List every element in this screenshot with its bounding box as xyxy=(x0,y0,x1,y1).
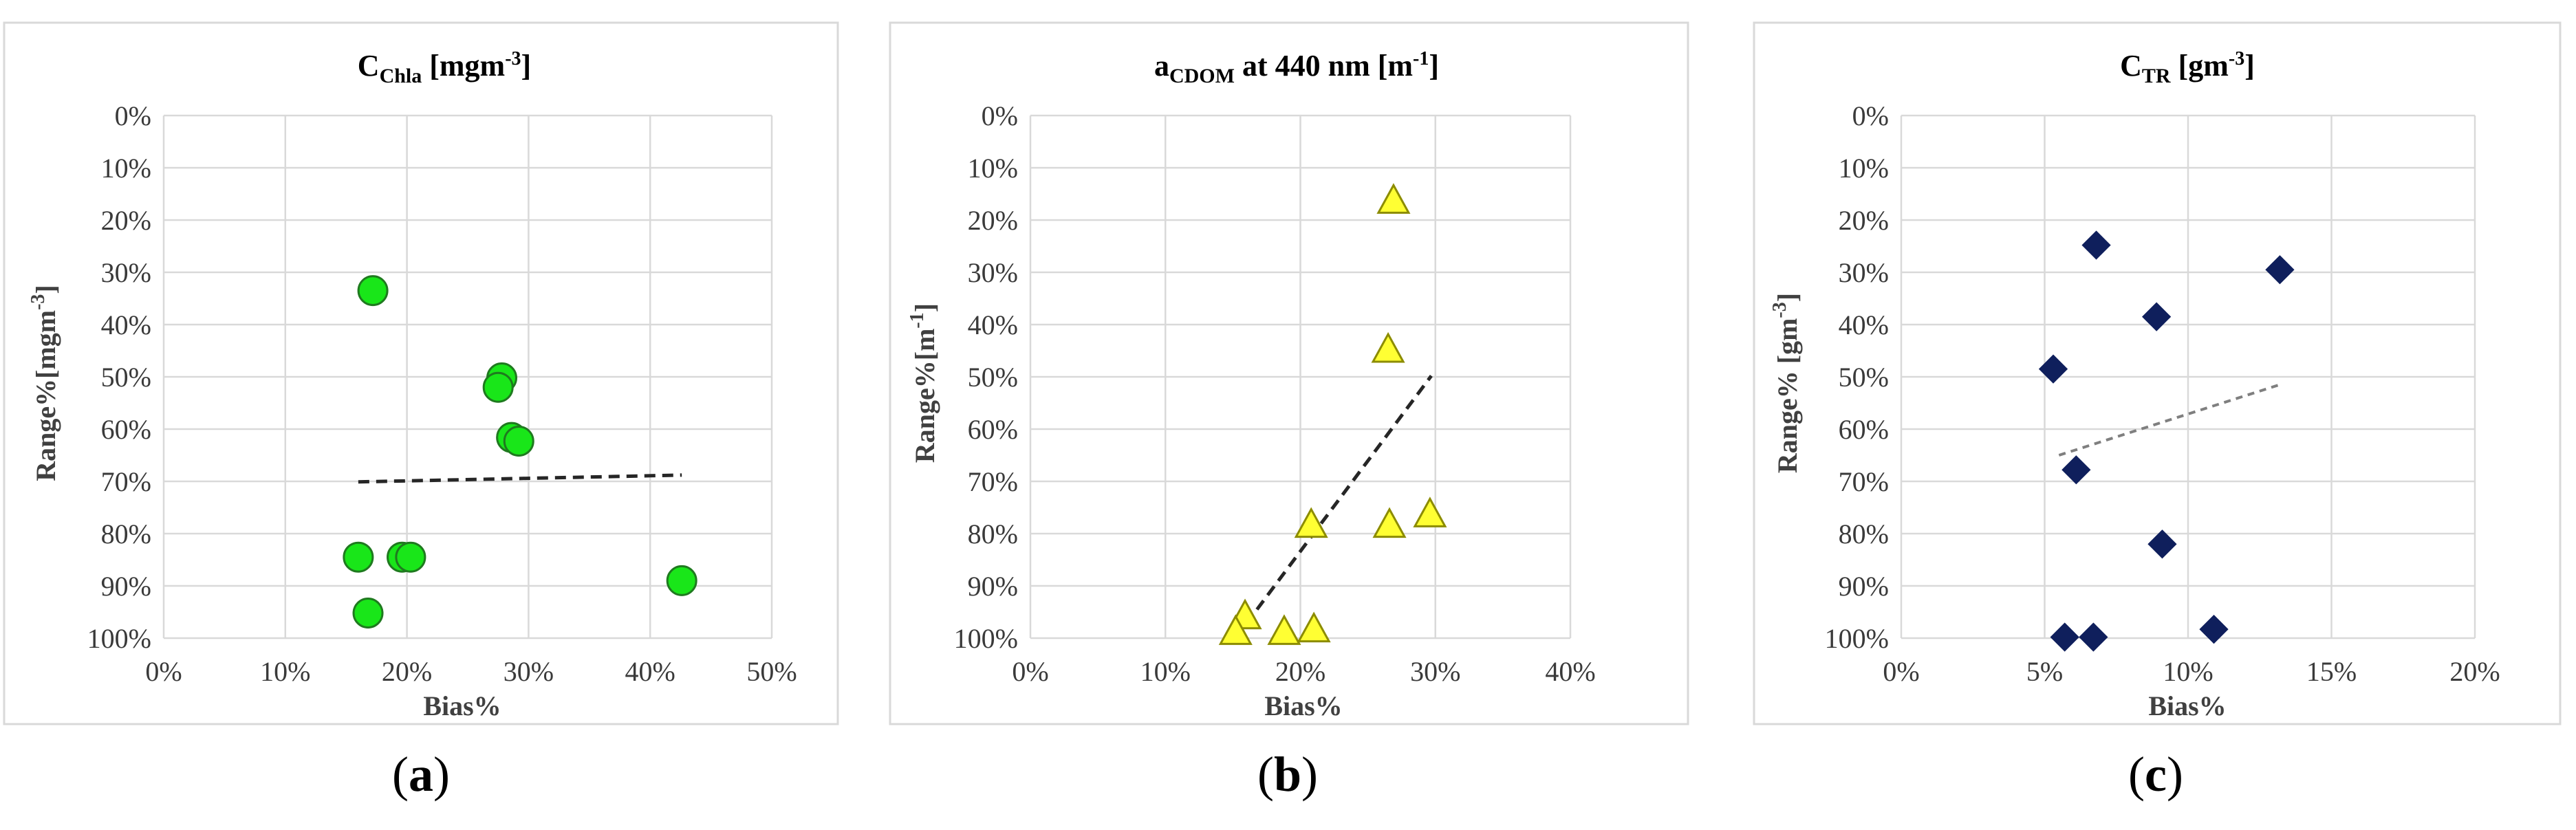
data-point xyxy=(2081,230,2111,260)
y-tick-label: 20% xyxy=(1839,205,1889,236)
y-tick-label: 10% xyxy=(101,153,151,184)
data-point xyxy=(503,425,534,457)
data-point xyxy=(482,371,514,403)
data-point xyxy=(1294,507,1328,538)
y-tick-label: 30% xyxy=(968,257,1018,288)
y-tick-label: 100% xyxy=(1825,623,1889,654)
y-tick-label: 0% xyxy=(115,100,151,131)
y-tick-label: 90% xyxy=(101,571,151,602)
panel-label-b: (b) xyxy=(1257,747,1318,802)
x-axis-label: Bias% xyxy=(1264,690,1342,721)
chart-title: aCDOM at 440 nm [m-1] xyxy=(1154,48,1439,87)
x-tick-label: 5% xyxy=(2026,656,2063,687)
data-point xyxy=(2061,455,2091,485)
y-tick-label: 20% xyxy=(968,205,1018,236)
y-tick-label: 50% xyxy=(101,362,151,393)
x-axis-label: Bias% xyxy=(2148,690,2226,721)
x-tick-label: 30% xyxy=(1410,656,1460,687)
y-tick-label: 10% xyxy=(968,153,1018,184)
y-tick-label: 60% xyxy=(101,414,151,445)
data-point xyxy=(1371,331,1405,363)
y-tick-label: 100% xyxy=(954,623,1018,654)
x-tick-label: 0% xyxy=(145,656,182,687)
data-point xyxy=(2038,354,2068,384)
chart-chla: CChla [mgm-3] Range%[mgm-3] Bias% 0% 10% 2… xyxy=(3,21,839,725)
y-tick-label: 40% xyxy=(101,309,151,340)
y-tick-label: 90% xyxy=(1839,571,1889,602)
data-point xyxy=(1267,614,1301,645)
x-tick-label: 50% xyxy=(746,656,797,687)
data-point xyxy=(352,598,384,629)
plot-area: 0%10%20%30%40%50%60%70%80%90%100%0% 10% 20… xyxy=(954,100,1596,687)
y-tick-label: 40% xyxy=(1839,309,1889,340)
x-tick-label: 40% xyxy=(1545,656,1595,687)
trendline xyxy=(1234,374,1433,640)
y-tick-label: 80% xyxy=(968,518,1018,549)
y-tick-label: 70% xyxy=(101,466,151,497)
data-point xyxy=(1372,507,1407,538)
data-point xyxy=(1376,183,1411,214)
y-axis-label: Range% [gm-3] xyxy=(1769,293,1803,473)
x-tick-label: 15% xyxy=(2306,656,2357,687)
y-tick-label: 80% xyxy=(1839,518,1889,549)
y-tick-label: 10% xyxy=(1839,153,1889,184)
chart-ctr: CTR [gm-3] Range% [gm-3] Bias% 0% 10% 20% 3… xyxy=(1753,21,2562,725)
y-tick-label: 0% xyxy=(982,100,1018,131)
y-tick-label: 40% xyxy=(968,309,1018,340)
chart-frame xyxy=(3,21,839,725)
data-point xyxy=(2265,255,2295,285)
y-tick-label: 30% xyxy=(101,257,151,288)
data-point xyxy=(666,565,697,596)
y-tick-label: 90% xyxy=(968,571,1018,602)
data-point xyxy=(2199,614,2229,644)
chart-frame xyxy=(889,21,1689,725)
chart-frame xyxy=(1753,21,2562,725)
y-tick-label: 80% xyxy=(101,518,151,549)
x-tick-label: 30% xyxy=(504,656,554,687)
x-tick-label: 10% xyxy=(1140,656,1191,687)
data-point xyxy=(1218,614,1253,645)
y-tick-label: 60% xyxy=(1839,414,1889,445)
data-point xyxy=(395,541,426,573)
plot-area: 0%10%20%30%40%50%60%70%80%90%100%0% 5% 10%… xyxy=(1825,100,2500,687)
data-point xyxy=(1297,611,1331,643)
y-tick-label: 50% xyxy=(968,362,1018,393)
chart-title: CTR [gm-3] xyxy=(2120,48,2255,87)
chart-title: CChla [mgm-3] xyxy=(358,48,531,87)
y-tick-label: 30% xyxy=(1839,257,1889,288)
x-axis-label: Bias% xyxy=(423,690,501,721)
data-point xyxy=(1413,496,1447,527)
data-point xyxy=(2050,622,2079,652)
x-tick-label: 20% xyxy=(2449,656,2500,687)
data-point xyxy=(2142,302,2172,331)
y-tick-label: 70% xyxy=(968,466,1018,497)
data-point xyxy=(2147,529,2177,559)
x-tick-label: 20% xyxy=(382,656,432,687)
panel-label-a: (a) xyxy=(392,747,450,802)
x-tick-label: 10% xyxy=(2163,656,2213,687)
y-tick-label: 100% xyxy=(87,623,151,654)
y-tick-label: 20% xyxy=(101,205,151,236)
x-tick-label: 10% xyxy=(260,656,310,687)
data-point xyxy=(2079,622,2108,652)
data-point xyxy=(357,275,389,307)
y-tick-label: 60% xyxy=(968,414,1018,445)
x-tick-label: 40% xyxy=(625,656,675,687)
x-tick-label: 0% xyxy=(1012,656,1048,687)
plot-area: 0%10%20%30%40%50%60%70%80%90%100%0% 10% 20… xyxy=(87,100,797,687)
y-axis-label: Range%[mgm-3] xyxy=(28,285,61,481)
y-tick-label: 50% xyxy=(1839,362,1889,393)
data-point xyxy=(343,541,374,573)
trendline xyxy=(2058,383,2281,457)
panel-label-c: (c) xyxy=(2128,747,2183,802)
chart-acdom: aCDOM at 440 nm [m-1] Range%[m-1] Bias% … xyxy=(889,21,1689,725)
x-tick-label: 20% xyxy=(1275,656,1325,687)
trendline xyxy=(358,473,682,484)
x-tick-label: 0% xyxy=(1883,656,1919,687)
y-tick-label: 0% xyxy=(1852,100,1889,131)
y-tick-label: 70% xyxy=(1839,466,1889,497)
y-axis-label: Range%[m-1] xyxy=(907,303,940,463)
